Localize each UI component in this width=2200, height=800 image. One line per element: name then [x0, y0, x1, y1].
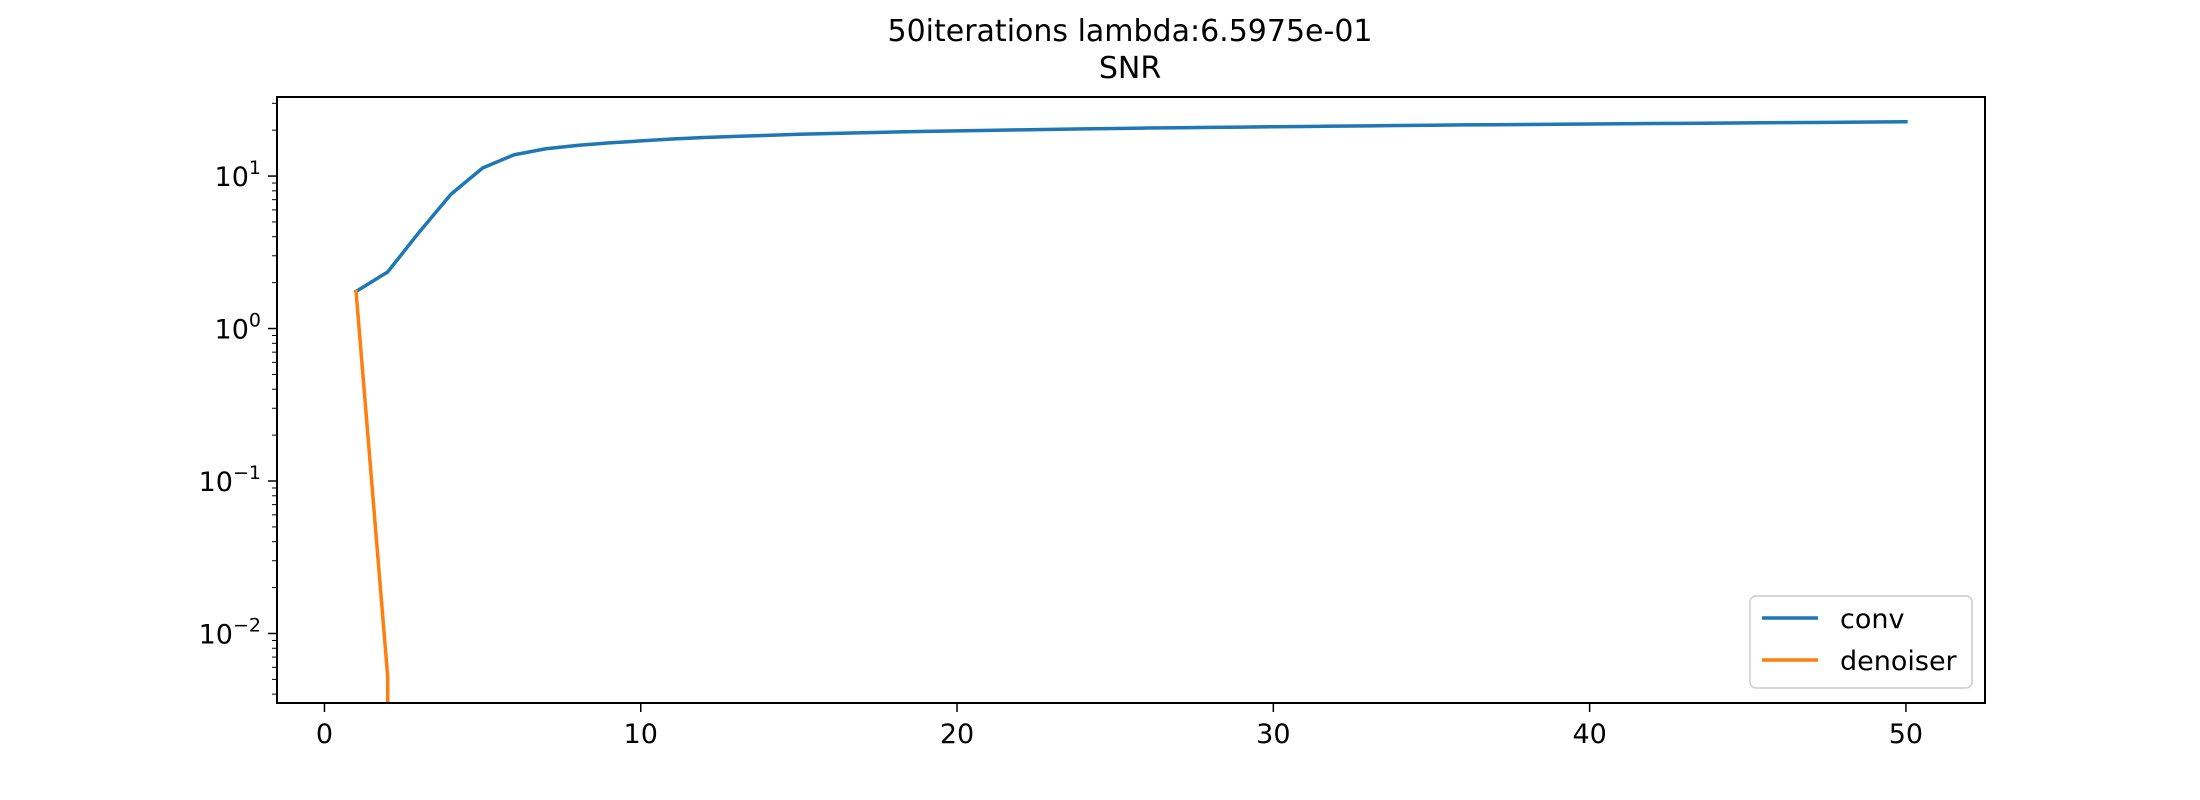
y-tick-label: 100 [215, 310, 261, 346]
legend-label-denoiser: denoiser [1840, 646, 1958, 677]
x-tick-label: 40 [1572, 719, 1606, 750]
plot-area [277, 97, 1985, 703]
legend-label-conv: conv [1840, 604, 1904, 635]
series-layer [353, 120, 1908, 703]
x-tick-label: 30 [1256, 719, 1290, 750]
y-axis-ticks: 10−2 10−1 100 101 [199, 157, 277, 650]
legend: conv denoiser [1749, 595, 1973, 689]
chart-subtitle: SNR [1099, 51, 1161, 86]
y-tick-label: 10−2 [199, 614, 261, 650]
plot-frame [276, 96, 1986, 704]
x-tick-label: 10 [624, 719, 658, 750]
series-line-conv [353, 120, 1908, 294]
x-tick-label: 50 [1889, 719, 1923, 750]
y-tick-label: 101 [215, 157, 261, 193]
series-line-denoiser [354, 289, 390, 703]
chart-title: 50iterations lambda:6.5975e-01 [887, 14, 1372, 49]
x-tick-label: 0 [316, 719, 333, 750]
y-tick-label: 10−1 [199, 462, 261, 498]
x-axis-ticks: 0 10 20 30 40 50 [316, 703, 1923, 750]
x-tick-label: 20 [940, 719, 974, 750]
